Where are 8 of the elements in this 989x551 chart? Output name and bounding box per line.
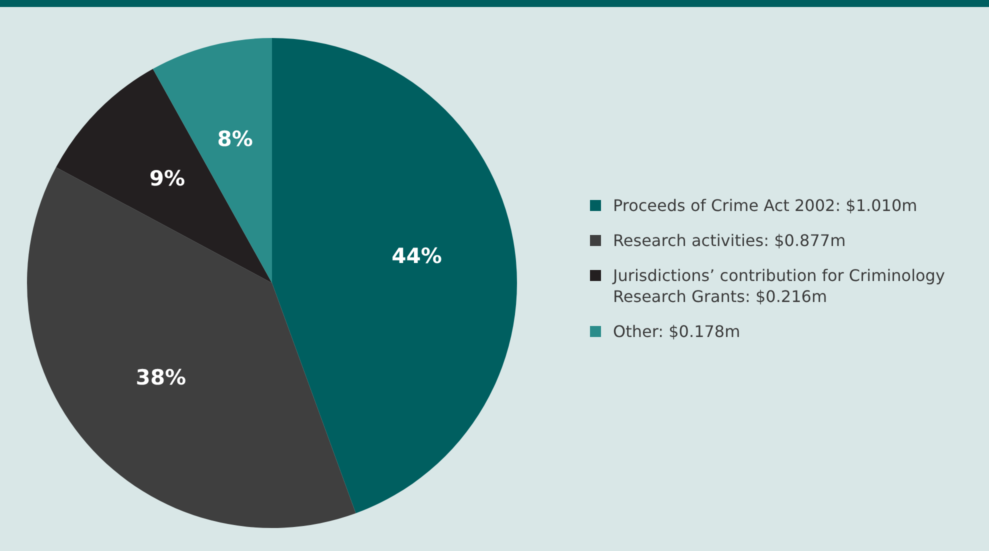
legend-label: Proceeds of Crime Act 2002: $1.010m (613, 195, 918, 216)
legend-label: Jurisdictions’ contribution for Criminology Research Grants: $0.216m (613, 265, 946, 307)
data-label: 8% (217, 127, 253, 152)
data-label: 38% (136, 366, 186, 390)
legend-label: Other: $0.178m (613, 321, 740, 342)
legend-label: Research activities: $0.877m (613, 230, 846, 251)
data-label: 9% (149, 166, 186, 190)
data-label: 44% (392, 244, 442, 268)
